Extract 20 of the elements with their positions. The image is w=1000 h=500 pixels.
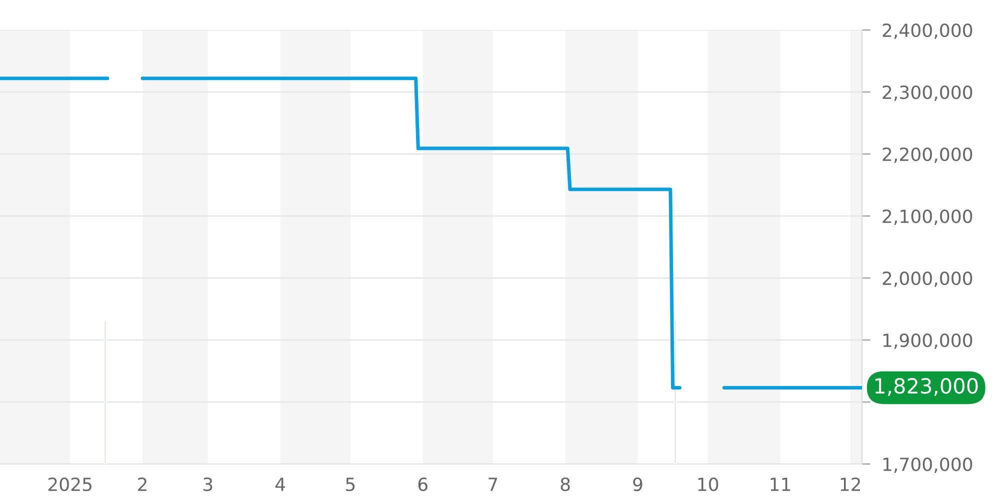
x-tick-label: 4	[275, 478, 286, 491]
y-tick-label: 2,200,000	[882, 147, 972, 163]
annotation: 1,823,000	[875, 378, 978, 396]
y-tick-label: 2,000,000	[882, 271, 972, 287]
x-tick-label: 12	[840, 478, 860, 491]
x-tick-label: 2025	[48, 478, 92, 492]
y-tick-label: 1,700,000	[883, 457, 972, 473]
x-tick-label: 5	[346, 478, 355, 492]
y-tick-label: 1,900,000	[883, 333, 972, 349]
x-tick-label: 2	[138, 478, 146, 491]
x-tick-label: 3	[204, 478, 212, 492]
x-tick-label: 6	[418, 478, 428, 492]
x-tick-label: 7	[488, 478, 498, 491]
x-tick-label: 10	[698, 478, 718, 492]
x-tick-label: 9	[633, 478, 642, 492]
x-tick-label: 8	[560, 478, 570, 492]
y-tick-label: 2,300,000	[882, 85, 972, 101]
y-tick-label: 2,100,000	[882, 209, 972, 225]
y-tick-label: 2,400,000	[882, 23, 972, 39]
x-tick-label: 11	[770, 478, 790, 491]
